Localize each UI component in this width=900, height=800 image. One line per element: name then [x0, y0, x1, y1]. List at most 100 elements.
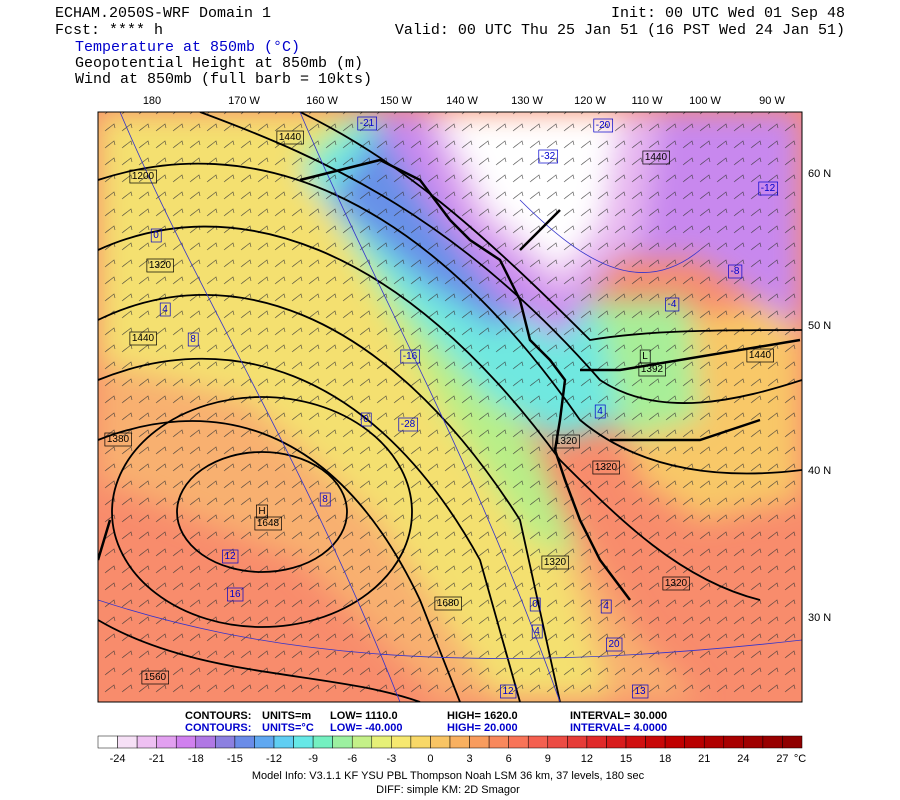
colorbar-cell — [273, 735, 294, 749]
colorbar-cell — [547, 735, 568, 749]
title: ECHAM.2050S-WRF Domain 1 — [55, 5, 271, 22]
label-box — [642, 150, 670, 165]
colorbar-label: 18 — [659, 753, 671, 765]
colorbar-cell — [117, 735, 138, 749]
colorbar-label: -18 — [188, 753, 204, 765]
info: UNITS=m — [262, 710, 311, 722]
temperature-label: -32 — [541, 151, 556, 162]
colorbar-cell — [293, 735, 314, 749]
colorbar-unit: °C — [794, 753, 806, 765]
colorbar-cell — [664, 735, 685, 749]
label-box — [360, 412, 372, 427]
temperature-label: 0 — [363, 414, 369, 425]
height-label: 1200 — [132, 171, 155, 182]
temperature-label: 4 — [603, 601, 609, 612]
height-label: 1380 — [107, 434, 130, 445]
colorbar-label: -3 — [386, 753, 396, 765]
label-box — [319, 492, 331, 507]
height-label: H — [258, 506, 265, 517]
colorbar-label: 3 — [466, 753, 472, 765]
label-box — [400, 349, 421, 364]
temperature-label: 16 — [229, 589, 241, 600]
colorbar-label: 0 — [427, 753, 433, 765]
label-box — [592, 460, 620, 475]
field-name: Geopotential Height at 850mb (m) — [75, 55, 363, 72]
colorbar-cell — [469, 735, 490, 749]
label-box — [150, 228, 162, 243]
model-info: DIFF: simple KM: 2D Smagor — [376, 784, 520, 796]
info: LOW= -40.000 — [330, 722, 402, 734]
temperature-label: 8 — [190, 334, 196, 345]
height-label: 1440 — [645, 152, 668, 163]
colorbar-cell — [215, 735, 236, 749]
longitude-label: 180 — [143, 95, 161, 107]
colorbar-cell — [743, 735, 764, 749]
label-box — [662, 576, 690, 591]
colorbar-cell — [762, 735, 783, 749]
info: HIGH= 1620.0 — [447, 710, 518, 722]
label-box — [728, 264, 743, 279]
label-box — [222, 549, 239, 564]
longitude-label: 90 W — [759, 95, 785, 107]
height-label: 1440 — [279, 132, 302, 143]
colorbar-cell — [586, 735, 607, 749]
height-label: 1320 — [665, 578, 688, 589]
label-box — [254, 516, 282, 531]
colorbar-cell — [723, 735, 744, 749]
temperature-label: -20 — [596, 120, 611, 131]
colorbar-cell — [508, 735, 529, 749]
label-box — [159, 302, 171, 317]
colorbar-cell — [254, 735, 275, 749]
label-box — [129, 331, 157, 346]
colorbar-label: -12 — [266, 753, 282, 765]
height-label: 1320 — [595, 462, 618, 473]
temperature-label: 13 — [634, 686, 646, 697]
colorbar-cell — [527, 735, 549, 749]
colorbar-cell — [410, 735, 431, 749]
colorbar-cell — [684, 735, 705, 749]
info: LOW= 1110.0 — [330, 710, 398, 722]
temperature-label: -28 — [401, 419, 416, 430]
longitude-label: 140 W — [446, 95, 478, 107]
label-box — [758, 181, 779, 196]
height-contours — [98, 112, 802, 702]
colorbar-cell — [332, 735, 353, 749]
colorbar-cell — [449, 735, 470, 749]
info: CONTOURS: — [185, 710, 251, 722]
colorbar-cell — [567, 735, 588, 749]
longitude-label: 150 W — [380, 95, 412, 107]
colorbar-cell — [156, 735, 177, 749]
colorbar-label: -21 — [149, 753, 165, 765]
info: UNITS=°C — [262, 722, 314, 734]
label-box — [276, 130, 304, 145]
latitude-label: 30 N — [808, 612, 831, 624]
height-label: 1560 — [144, 672, 167, 683]
colorbar-label: 15 — [620, 753, 632, 765]
height-label: 1440 — [749, 350, 772, 361]
init-time: Init: 00 UTC Wed 01 Sep 48 — [611, 5, 845, 22]
height-label: 1680 — [437, 598, 460, 609]
height-label: L — [642, 351, 648, 362]
label-box — [632, 684, 649, 699]
info: CONTOURS: — [185, 722, 251, 734]
label-box — [227, 587, 244, 602]
temperature-label: 4 — [597, 406, 603, 417]
label-box — [141, 670, 169, 685]
temperature-label: 0 — [153, 230, 159, 241]
height-label: 1440 — [132, 333, 155, 344]
label-box — [357, 116, 378, 131]
colorbar-cell — [391, 735, 412, 749]
colorbar-cell — [430, 735, 451, 749]
colorbar-label: -9 — [308, 753, 318, 765]
height-label: 1392 — [641, 364, 664, 375]
temperature-label: -12 — [761, 183, 776, 194]
colorbar-label: -24 — [110, 753, 126, 765]
header: ECHAM.2050S-WRF Domain 1 Fcst: **** h In… — [55, 5, 845, 88]
latitude-label: 50 N — [808, 320, 831, 332]
temperature-label: -4 — [668, 299, 677, 310]
label-box — [531, 624, 543, 639]
label-box — [606, 637, 623, 652]
colorbar-label: 27 — [776, 753, 788, 765]
temperature-label: 12 — [502, 686, 514, 697]
